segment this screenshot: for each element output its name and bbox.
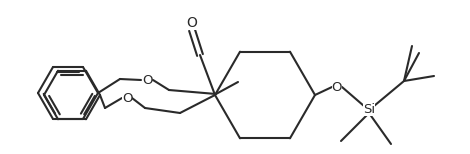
- Text: O: O: [122, 91, 132, 105]
- Text: O: O: [187, 16, 197, 30]
- Text: O: O: [142, 73, 152, 87]
- Text: O: O: [332, 81, 342, 93]
- Text: Si: Si: [363, 103, 375, 116]
